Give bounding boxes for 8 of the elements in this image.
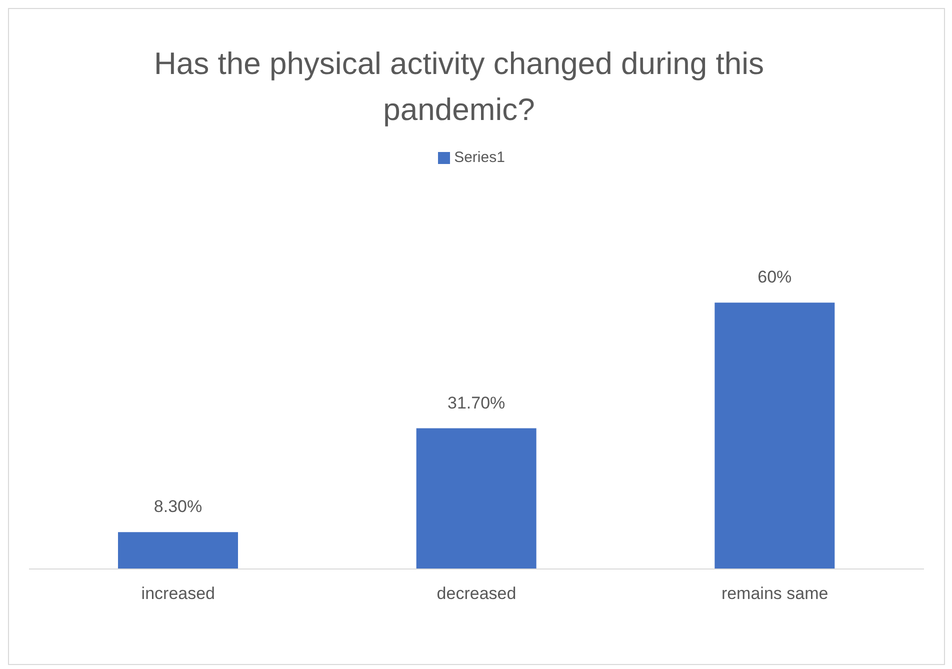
chart-title: Has the physical activity changed during this pandemic?	[153, 45, 765, 129]
x-tick-label: remains same	[721, 584, 828, 604]
data-label: 60%	[758, 268, 792, 287]
data-label: 31.70%	[447, 393, 506, 412]
x-tick-label: increased	[141, 584, 216, 604]
data-label: 8.30%	[154, 497, 202, 516]
x-tick-label: decreased	[436, 584, 516, 604]
legend-label: Series1	[454, 149, 505, 166]
